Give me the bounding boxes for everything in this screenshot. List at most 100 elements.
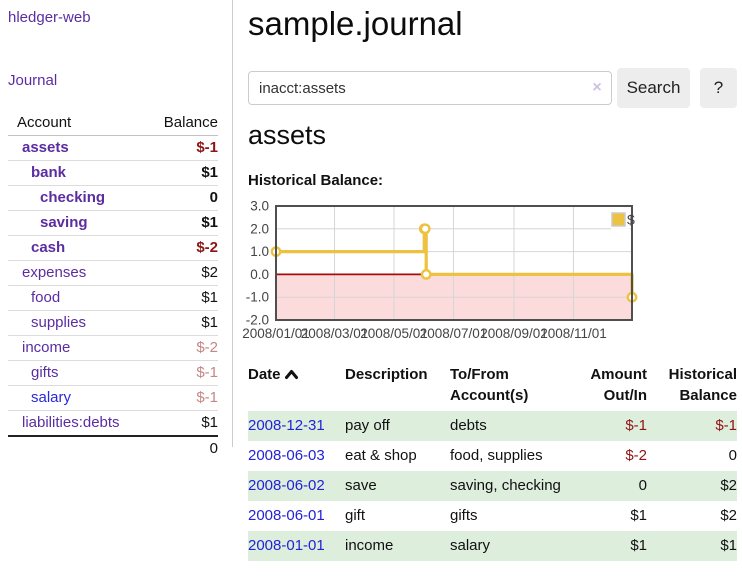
register-description: income — [345, 537, 394, 554]
account-row: food $1 — [8, 285, 218, 311]
accounts-total-value: 0 — [142, 435, 218, 461]
register-header-row: Date Description To/From Account(s) Amou… — [248, 360, 737, 411]
account-row: bank $1 — [8, 160, 218, 186]
register-description: gift — [345, 507, 366, 524]
account-row: checking 0 — [8, 185, 218, 211]
svg-text:2008/01/01: 2008/01/01 — [242, 326, 310, 341]
search-button[interactable]: Search — [617, 68, 690, 108]
register-description: eat & shop — [345, 447, 417, 464]
accounts-table: Account Balance assets $-1 bank $1 checking 0… — [8, 111, 218, 461]
register-date-link[interactable]: 2008-06-03 — [248, 447, 325, 464]
register-header-tofrom: To/From Account(s) — [450, 366, 529, 404]
account-balance: 0 — [142, 185, 218, 211]
help-button[interactable]: ? — [700, 68, 737, 108]
sidebar-account-link[interactable]: liabilities:debts — [22, 414, 120, 431]
sidebar-account-link[interactable]: income — [22, 339, 71, 356]
sidebar-account-link[interactable]: food — [31, 289, 61, 306]
register-accounts: gifts — [450, 507, 478, 524]
account-balance: $-1 — [142, 360, 218, 386]
clear-search-icon[interactable]: × — [592, 79, 602, 96]
sidebar: hledger-web Journal Account Balance asse… — [0, 0, 233, 461]
account-balance: $1 — [142, 160, 218, 186]
accounts-total-spacer — [8, 435, 143, 461]
register-balance: $-1 — [715, 417, 737, 434]
svg-text:$: $ — [627, 212, 635, 228]
account-balance: $-1 — [142, 135, 218, 161]
register-description: save — [345, 477, 377, 494]
account-balance: $1 — [142, 410, 218, 437]
sidebar-account-link[interactable]: supplies — [31, 314, 87, 331]
account-balance: $1 — [142, 210, 218, 236]
register-row: 2008-06-01 gift gifts $1 $2 — [248, 501, 737, 531]
register-balance: 0 — [728, 447, 737, 464]
account-balance: $-1 — [142, 385, 218, 411]
svg-text:2008/03/01: 2008/03/01 — [301, 326, 369, 341]
register-row: 2008-12-31 pay off debts $-1 $-1 — [248, 411, 737, 441]
account-row: cash $-2 — [8, 235, 218, 261]
accounts-header-row: Account Balance — [8, 111, 218, 136]
register-date-link[interactable]: 2008-06-01 — [248, 507, 325, 524]
register-accounts: debts — [450, 417, 487, 434]
account-row: saving $1 — [8, 210, 218, 236]
app-title-link[interactable]: hledger-web — [8, 9, 91, 26]
register-row: 2008-06-03 eat & shop food, supplies $-2 0 — [248, 441, 737, 471]
svg-text:1.0: 1.0 — [250, 244, 269, 259]
svg-text:2008/07/01: 2008/07/01 — [420, 326, 488, 341]
account-row: salary $-1 — [8, 385, 218, 411]
account-balance: $-2 — [142, 335, 218, 361]
svg-text:2008/11/01: 2008/11/01 — [540, 326, 607, 341]
register-accounts: saving, checking — [450, 477, 561, 494]
account-row: supplies $1 — [8, 310, 218, 336]
register-balance: $2 — [720, 477, 737, 494]
sidebar-account-link[interactable]: assets — [22, 139, 69, 156]
accounts-header-balance: Balance — [142, 111, 218, 136]
register-balance: $1 — [720, 537, 737, 554]
account-balance: $2 — [142, 260, 218, 286]
main-content: sample.journal × Search ? assets Histori… — [242, 0, 742, 582]
sidebar-account-link[interactable]: saving — [40, 214, 88, 231]
account-balance: $-2 — [142, 235, 218, 261]
sidebar-account-link[interactable]: expenses — [22, 264, 87, 281]
sidebar-item-journal[interactable]: Journal — [8, 72, 58, 89]
account-row: liabilities:debts $1 — [8, 410, 218, 437]
register-date-link[interactable]: 2008-01-01 — [248, 537, 325, 554]
sidebar-account-link[interactable]: bank — [31, 164, 67, 181]
account-row: assets $-1 — [8, 135, 218, 161]
account-heading: assets — [248, 120, 327, 150]
register-accounts: salary — [450, 537, 491, 554]
sort-asc-icon — [284, 365, 298, 386]
register-amount: 0 — [638, 477, 647, 494]
register-row: 2008-01-01 income salary $1 $1 — [248, 531, 737, 561]
sidebar-account-link[interactable]: gifts — [31, 364, 59, 381]
register-header-amount: Amount Out/In — [590, 366, 647, 404]
accounts-header-account: Account — [8, 111, 143, 136]
search-input[interactable] — [248, 71, 612, 105]
svg-text:0.0: 0.0 — [250, 267, 269, 282]
svg-text:3.0: 3.0 — [250, 200, 269, 214]
svg-text:2008/05/01: 2008/05/01 — [360, 326, 428, 341]
register-header-balance: Historical Balance — [668, 366, 737, 404]
svg-text:-1.0: -1.0 — [246, 290, 269, 305]
sidebar-account-link[interactable]: cash — [31, 239, 66, 256]
sidebar-account-link[interactable]: salary — [31, 389, 72, 406]
register-date-link[interactable]: 2008-06-02 — [248, 477, 325, 494]
accounts-total-row: 0 — [8, 435, 218, 461]
account-row: gifts $-1 — [8, 360, 218, 386]
register-header-date[interactable]: Date — [248, 360, 345, 411]
register-header-description: Description — [345, 366, 428, 383]
sidebar-account-link[interactable]: checking — [40, 189, 106, 206]
historical-balance-label: Historical Balance: — [248, 172, 384, 189]
register-table: Date Description To/From Account(s) Amou… — [248, 360, 737, 561]
register-balance: $2 — [720, 507, 737, 524]
register-row: 2008-06-02 save saving, checking 0 $2 — [248, 471, 737, 501]
register-amount: $-1 — [625, 417, 647, 434]
register-accounts: food, supplies — [450, 447, 543, 464]
register-date-link[interactable]: 2008-12-31 — [248, 417, 325, 434]
register-amount: $-2 — [625, 447, 647, 464]
svg-text:2008/09/01: 2008/09/01 — [480, 326, 548, 341]
account-balance: $1 — [142, 285, 218, 311]
account-row: expenses $2 — [8, 260, 218, 286]
account-row: income $-2 — [8, 335, 218, 361]
register-amount: $1 — [630, 507, 647, 524]
page-title: sample.journal — [248, 5, 463, 42]
